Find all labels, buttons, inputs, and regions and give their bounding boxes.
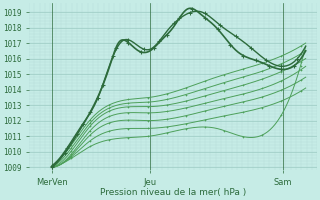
X-axis label: Pression niveau de la mer( hPa ): Pression niveau de la mer( hPa ) <box>100 188 246 197</box>
